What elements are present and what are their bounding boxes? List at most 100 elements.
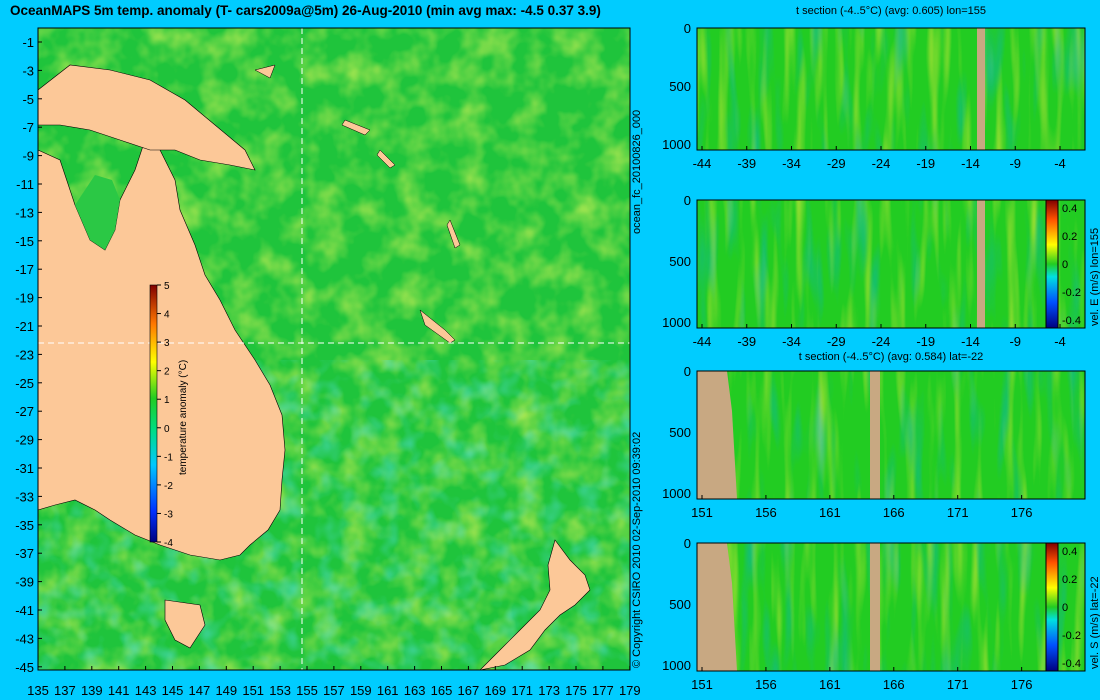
section-x-tick-label: 166 (883, 505, 905, 520)
colorbar-tick-label: 0 (164, 424, 170, 435)
land-mask (870, 371, 880, 499)
temperature-colorbar: 5 4 3 2 1 0 -1 -2 -3 -4 temperature anomaly (°C) (149, 281, 189, 549)
run-id-label: ocean_fc_20100826_000 (631, 109, 643, 234)
lat-tick-label: -25 (15, 376, 34, 391)
section-x-tick-label: -29 (827, 156, 846, 171)
lat-tick-label: -11 (16, 177, 34, 192)
section-x-tick-label: -44 (693, 334, 712, 349)
section-x-tick-label: -34 (782, 156, 801, 171)
section-x-tick-label: -4 (1054, 156, 1066, 171)
land-mask (697, 543, 737, 671)
lon-tick-label: 163 (404, 683, 426, 698)
colorbar-tick-label: 1 (164, 395, 170, 406)
lat-tick-label: -33 (15, 489, 34, 504)
lon-tick-label: 145 (162, 683, 184, 698)
lon-tick-label: 177 (592, 683, 614, 698)
colorbar-label: temperature anomaly (°C) (178, 360, 189, 475)
colorbar-tick-label: -2 (164, 481, 173, 492)
depth-tick-label: 0 (684, 364, 691, 379)
lon-tick-label: 161 (377, 683, 399, 698)
lat-tick-label: -1 (22, 35, 34, 50)
lon-tick-label: 157 (323, 683, 345, 698)
section-panel-3: t section (-4..5°C) (avg: 0.584) lat=-22… (662, 351, 1086, 520)
lon-tick-label: 179 (619, 683, 640, 698)
velocity-colorbar (1045, 542, 1059, 672)
section-panels: t section (-4..5°C) (avg: 0.605) lon=155… (662, 5, 1100, 692)
section-title: t section (-4..5°C) (avg: 0.584) lat=-22 (799, 351, 983, 363)
section-x-tick-label: 156 (755, 505, 777, 520)
depth-tick-label: 1000 (662, 315, 691, 330)
section-x-tick-label: 176 (1011, 677, 1033, 692)
colorbar-tick-label: 2 (164, 367, 170, 378)
depth-tick-label: 500 (669, 254, 691, 269)
lat-tick-label: -45 (15, 660, 34, 675)
lat-tick-label: -29 (15, 433, 34, 448)
lon-tick-label: 165 (431, 683, 453, 698)
section-x-tick-label: -9 (1009, 156, 1021, 171)
section-x-tick-label: -39 (737, 334, 756, 349)
lon-tick-label: 147 (189, 683, 211, 698)
velocity-colorbar-tick: 0.2 (1062, 574, 1077, 586)
section-x-tick-label: -4 (1054, 334, 1066, 349)
velocity-colorbar-label: vel. S (m/s) lat=-22 (1089, 576, 1100, 669)
section-x-tick-label: -14 (961, 334, 980, 349)
lon-tick-label: 137 (54, 683, 76, 698)
section-x-tick-label: 166 (883, 677, 905, 692)
section-panel-1: t section (-4..5°C) (avg: 0.605) lon=155… (662, 5, 1086, 171)
lat-tick-label: -21 (15, 319, 34, 334)
velocity-colorbar-tick: 0.4 (1062, 546, 1077, 558)
lat-tick-label: -13 (15, 205, 34, 220)
australia-land (37, 139, 286, 561)
lat-tick-label: -41 (15, 603, 34, 618)
velocity-colorbar-tick: 0 (1062, 259, 1068, 271)
colorbar-tick-label: -3 (164, 509, 173, 520)
velocity-colorbar-label: vel. E (m/s) lon=155 (1089, 228, 1100, 326)
colorbar-tick-label: 3 (164, 338, 170, 349)
depth-tick-label: 1000 (662, 486, 691, 501)
lon-tick-label: 167 (458, 683, 480, 698)
section-x-tick-label: -24 (872, 334, 891, 349)
velocity-colorbar-tick: -0.4 (1062, 658, 1081, 670)
lon-tick-label: 169 (484, 683, 506, 698)
section-x-tick-label: -44 (693, 156, 712, 171)
new-zealand-land (479, 539, 591, 671)
section-x-tick-label: -14 (961, 156, 980, 171)
lat-tick-label: -37 (15, 546, 34, 561)
depth-tick-label: 500 (669, 79, 691, 94)
depth-tick-label: 1000 (662, 137, 691, 152)
section-x-tick-label: -29 (827, 334, 846, 349)
lat-tick-label: -3 (22, 63, 34, 78)
temperature-anomaly-map: -1-3-5-7-9-11-13-15-17-19-21-23-25-27-29… (15, 27, 640, 698)
land-mask (697, 371, 737, 499)
lon-tick-label: 159 (350, 683, 372, 698)
section-x-tick-label: -34 (782, 334, 801, 349)
section-x-tick-label: -24 (872, 156, 891, 171)
lon-tick-label: 143 (135, 683, 157, 698)
tasmania-land (164, 599, 206, 649)
section-x-tick-label: 171 (947, 677, 969, 692)
section-x-tick-label: 151 (691, 677, 713, 692)
velocity-colorbar-tick: -0.2 (1062, 287, 1081, 299)
colorbar-tick-label: -4 (164, 538, 173, 549)
velocity-colorbar-tick: -0.4 (1062, 315, 1081, 327)
velocity-colorbar-tick: 0.2 (1062, 231, 1077, 243)
section-x-tick-label: 156 (755, 677, 777, 692)
colorbar-tick-label: 5 (164, 281, 170, 292)
lat-tick-label: -17 (15, 262, 34, 277)
section-x-tick-label: -19 (916, 156, 935, 171)
map-plot-area (37, 27, 631, 671)
lon-tick-label: 141 (108, 683, 130, 698)
lat-tick-label: -15 (15, 234, 34, 249)
lon-tick-label: 149 (215, 683, 237, 698)
lat-tick-label: -39 (15, 575, 34, 590)
velocity-colorbar-tick: 0.4 (1062, 203, 1077, 215)
section-x-tick-label: 161 (819, 505, 841, 520)
lon-tick-label: 173 (538, 683, 560, 698)
lon-tick-label: 171 (511, 683, 533, 698)
lat-tick-label: -9 (22, 149, 34, 164)
depth-tick-label: 500 (669, 425, 691, 440)
section-title: t section (-4..5°C) (avg: 0.605) lon=155 (796, 5, 986, 17)
map-title: OceanMAPS 5m temp. anomaly (T- cars2009a… (10, 3, 601, 18)
depth-tick-label: 0 (684, 536, 691, 551)
